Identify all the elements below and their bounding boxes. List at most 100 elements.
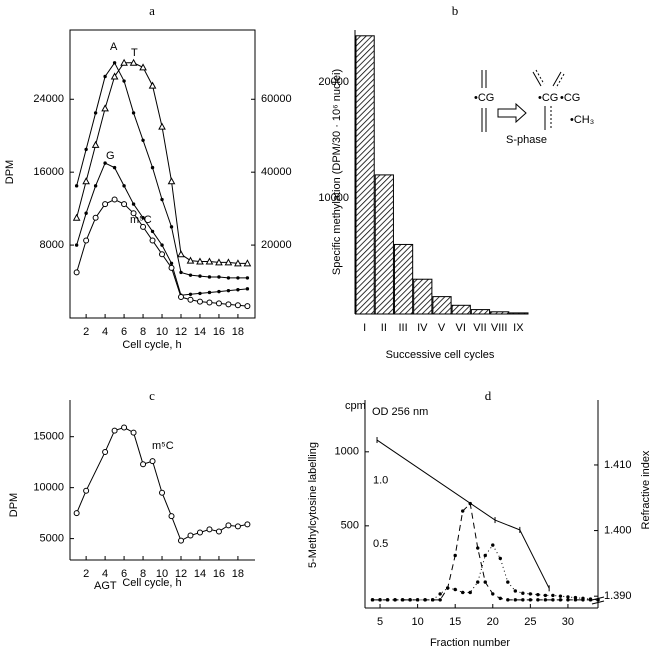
data-point: [160, 243, 164, 247]
x-tick-label: VI: [456, 322, 466, 334]
data-point: [438, 592, 442, 596]
data-point: [581, 596, 585, 601]
data-point: [207, 290, 212, 295]
y-tick-label: 1000: [335, 446, 359, 458]
x-tick-label: 2: [83, 568, 89, 580]
y3-tick-label: 1.0: [373, 474, 388, 486]
data-point: [84, 211, 88, 215]
y-tick-label: 5000: [40, 533, 64, 545]
x-tick-label: 4: [102, 568, 108, 580]
y-axis-label: DPM: [8, 493, 20, 517]
data-point: [453, 587, 457, 592]
y-tick-label: 10000: [318, 192, 349, 204]
data-point: [430, 598, 435, 602]
x-tick-label: 18: [232, 326, 244, 338]
data-point: [139, 63, 147, 71]
data-point: [82, 177, 90, 185]
data-point: [122, 79, 126, 83]
data-point: [188, 273, 193, 277]
data-point: [198, 274, 202, 278]
y2-axis-label: Refractive index: [640, 450, 652, 529]
data-point: [130, 429, 137, 436]
data-point: [159, 251, 166, 258]
data-point: [198, 291, 202, 296]
y2-tick-label: 1.410: [604, 459, 632, 471]
data-point: [112, 165, 117, 170]
x-tick-label: 14: [194, 326, 206, 338]
data-point: [129, 58, 138, 66]
data-point: [102, 448, 109, 455]
y-tick-label: 20000: [318, 76, 349, 88]
data-point: [244, 303, 251, 310]
data-point: [423, 598, 427, 602]
data-point: [84, 147, 88, 152]
x-tick-label: VII: [473, 322, 486, 334]
data-point: [101, 104, 109, 112]
bar: [413, 278, 433, 315]
x-tick-label: 8: [140, 568, 146, 580]
series-line: [76, 162, 248, 296]
y-tick-label: 10000: [33, 482, 64, 494]
x-tick-label: 14: [194, 568, 206, 580]
x-tick-label: 2: [83, 326, 89, 338]
data-point: [196, 257, 204, 265]
data-point: [453, 553, 457, 558]
annotation: G: [106, 150, 115, 162]
data-point: [158, 122, 166, 130]
data-point: [159, 489, 166, 496]
data-point: [573, 595, 578, 600]
x-tick-label: 12: [175, 326, 187, 338]
x-tick-label: 8: [140, 326, 146, 338]
annotation: S-phase: [506, 134, 547, 146]
data-point: [178, 537, 184, 544]
series-line: [376, 439, 550, 589]
bar: [374, 174, 394, 315]
x-tick-label: V: [438, 322, 446, 334]
data-point: [217, 289, 221, 294]
data-point: [130, 210, 137, 217]
data-point: [168, 513, 175, 520]
bar: [393, 243, 414, 315]
data-point: [513, 589, 518, 593]
x-tick-label: VIII: [491, 322, 508, 334]
y2-tick-label: 1.400: [604, 524, 632, 536]
x-tick-label: 10: [156, 326, 168, 338]
data-point: [566, 595, 570, 599]
data-point: [83, 237, 90, 244]
y-axis-label: Specific methylation (DPM/30 · 10⁶ nucle…: [331, 69, 343, 275]
x-tick-label: II: [381, 322, 387, 334]
data-point: [121, 424, 128, 431]
data-point: [177, 250, 185, 258]
y2-tick-label: 60000: [261, 93, 292, 105]
data-point: [169, 225, 174, 229]
data-point: [206, 526, 213, 533]
data-point: [141, 216, 145, 220]
x-tick-label: 6: [121, 568, 127, 580]
data-point: [207, 275, 212, 279]
annotation: •CG: [474, 92, 494, 104]
data-point: [476, 546, 480, 550]
x-tick-label: IV: [417, 322, 428, 334]
data-point: [588, 597, 593, 601]
x-tick-label: 16: [213, 568, 225, 580]
bar: [432, 296, 452, 315]
data-point: [234, 523, 241, 530]
x-axis-label: Fraction number: [430, 637, 510, 649]
data-point: [385, 598, 390, 602]
data-point: [461, 509, 465, 513]
data-point: [215, 258, 223, 266]
data-point: [103, 161, 107, 165]
data-point: [558, 594, 563, 598]
y-tick-label: 15000: [33, 431, 64, 443]
bar: [451, 304, 471, 315]
bar: [470, 309, 491, 315]
data-point: [596, 598, 600, 602]
data-point: [110, 72, 119, 80]
bar: [490, 311, 510, 315]
x-axis-label: Cell cycle, h: [122, 339, 181, 351]
data-point: [74, 243, 79, 247]
plot-frame: [69, 29, 256, 319]
data-point: [225, 522, 232, 529]
panel-title: c: [149, 388, 155, 403]
